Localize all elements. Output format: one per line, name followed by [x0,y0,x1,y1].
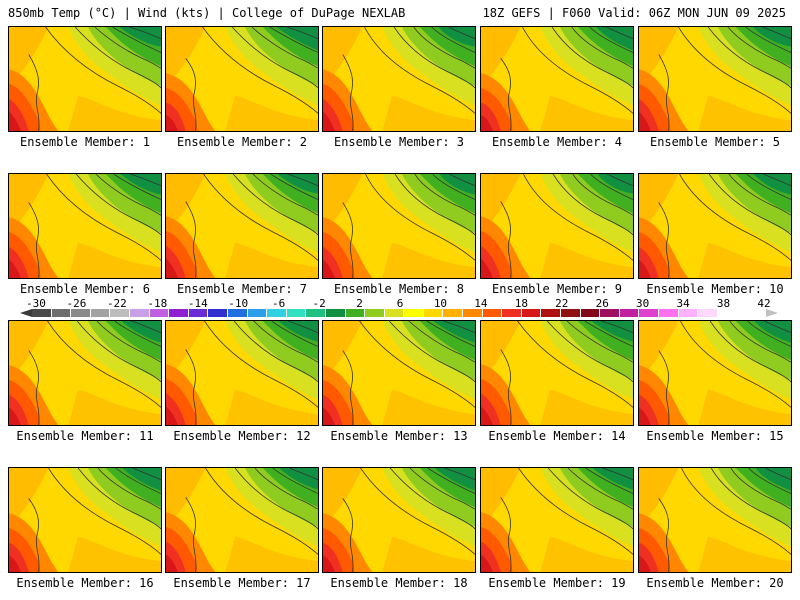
colorbar [32,309,718,317]
colorbar-tick-label: -26 [66,297,87,310]
colorbar-swatch [521,309,542,317]
colorbar-swatch [51,309,72,317]
ensemble-member-map [480,173,634,279]
colorbar-arrow-left [20,309,32,317]
ensemble-member-label: Ensemble Member: 20 [646,576,784,590]
colorbar-tick-label: 30 [636,297,650,310]
colorbar-tick-label: 22 [555,297,569,310]
colorbar-tick-label: 18 [514,297,528,310]
ensemble-member-label: Ensemble Member: 4 [491,135,623,149]
colorbar-swatch [619,309,640,317]
ensemble-member-map [322,320,476,426]
colorbar-swatch [149,309,170,317]
ensemble-member-label: Ensemble Member: 3 [333,135,465,149]
ensemble-member-map [638,173,792,279]
colorbar-swatch [365,309,385,317]
colorbar-swatch [561,309,581,317]
ensemble-member-label: Ensemble Member: 2 [176,135,308,149]
colorbar-arrow-right [766,309,778,317]
ensemble-member-map [638,26,792,132]
ensemble-member-label: Ensemble Member: 18 [330,576,468,590]
colorbar-swatch [32,309,52,317]
ensemble-member-label: Ensemble Member: 7 [176,282,308,296]
ensemble-member-map [165,173,319,279]
colorbar-tick-label: 14 [474,297,488,310]
colorbar-swatch [443,309,464,317]
colorbar-swatch [384,309,405,317]
ensemble-member-map [8,26,162,132]
colorbar-swatch [227,309,248,317]
colorbar-tick-label: -14 [187,297,208,310]
colorbar-swatch [659,309,679,317]
colorbar-tick-label: -18 [147,297,168,310]
ensemble-member-map [8,467,162,573]
ensemble-member-map [165,467,319,573]
colorbar-swatch [90,309,111,317]
ensemble-member-map [165,26,319,132]
ensemble-member-map [8,173,162,279]
colorbar-tick-label: -6 [272,297,286,310]
colorbar-tick-label: 6 [396,297,404,310]
ensemble-member-label: Ensemble Member: 5 [649,135,781,149]
ensemble-member-map [322,467,476,573]
colorbar-swatch [698,309,718,317]
run-valid-time: 18Z GEFS | F060 Valid: 06Z MON JUN 09 20… [482,6,786,20]
ensemble-member-label: Ensemble Member: 15 [646,429,784,443]
colorbar-swatch [502,309,522,317]
colorbar-swatch [71,309,91,317]
ensemble-member-label: Ensemble Member: 16 [16,576,154,590]
ensemble-member-label: Ensemble Member: 17 [173,576,311,590]
colorbar-swatch [267,309,287,317]
ensemble-member-map [638,320,792,426]
ensemble-member-map [480,26,634,132]
colorbar-swatch [188,309,209,317]
ensemble-member-map [480,467,634,573]
colorbar-swatch [169,309,189,317]
ensemble-member-label: Ensemble Member: 6 [19,282,151,296]
ensemble-member-label: Ensemble Member: 11 [16,429,154,443]
colorbar-tick-label: 38 [716,297,731,310]
colorbar-tick-label: -2 [312,297,326,310]
colorbar-swatch [463,309,483,317]
colorbar-swatch [639,309,659,317]
ensemble-member-label: Ensemble Member: 8 [333,282,465,296]
colorbar-tick-label: -30 [26,297,46,310]
colorbar-swatch [600,309,620,317]
ensemble-member-map [638,467,792,573]
colorbar-swatch [208,309,228,317]
colorbar-tick-label: 26 [595,297,609,310]
ensemble-member-label: Ensemble Member: 12 [173,429,311,443]
colorbar-tick-label: 10 [433,297,448,310]
colorbar-swatch [345,309,366,317]
ensemble-member-map [165,320,319,426]
colorbar-tick-label: -22 [106,297,127,310]
ensemble-member-label: Ensemble Member: 13 [330,429,468,443]
colorbar-swatch [306,309,326,317]
colorbar-tick-label: 42 [757,297,771,310]
ensemble-member-map [480,320,634,426]
colorbar-swatch [110,309,130,317]
ensemble-member-label: Ensemble Member: 19 [488,576,626,590]
colorbar-swatch [580,309,601,317]
colorbar-swatch [423,309,444,317]
colorbar-swatch [482,309,503,317]
ensemble-member-map [322,173,476,279]
ensemble-member-label: Ensemble Member: 9 [491,282,623,296]
colorbar-swatch [541,309,562,317]
colorbar-swatch [404,309,424,317]
colorbar-tick-label: -10 [228,297,249,310]
colorbar-swatch [678,309,699,317]
ensemble-member-map [322,26,476,132]
colorbar-swatch [129,309,150,317]
colorbar-swatch [325,309,346,317]
ensemble-member-label: Ensemble Member: 1 [19,135,151,149]
ensemble-member-map [8,320,162,426]
colorbar-tick-label: 34 [676,297,690,310]
ensemble-member-label: Ensemble Member: 10 [646,282,784,296]
colorbar-swatch [286,309,307,317]
colorbar-swatch [247,309,268,317]
map-title: 850mb Temp (°C) | Wind (kts) | College o… [8,6,406,20]
colorbar-tick-label: 2 [356,297,363,310]
ensemble-member-label: Ensemble Member: 14 [488,429,626,443]
